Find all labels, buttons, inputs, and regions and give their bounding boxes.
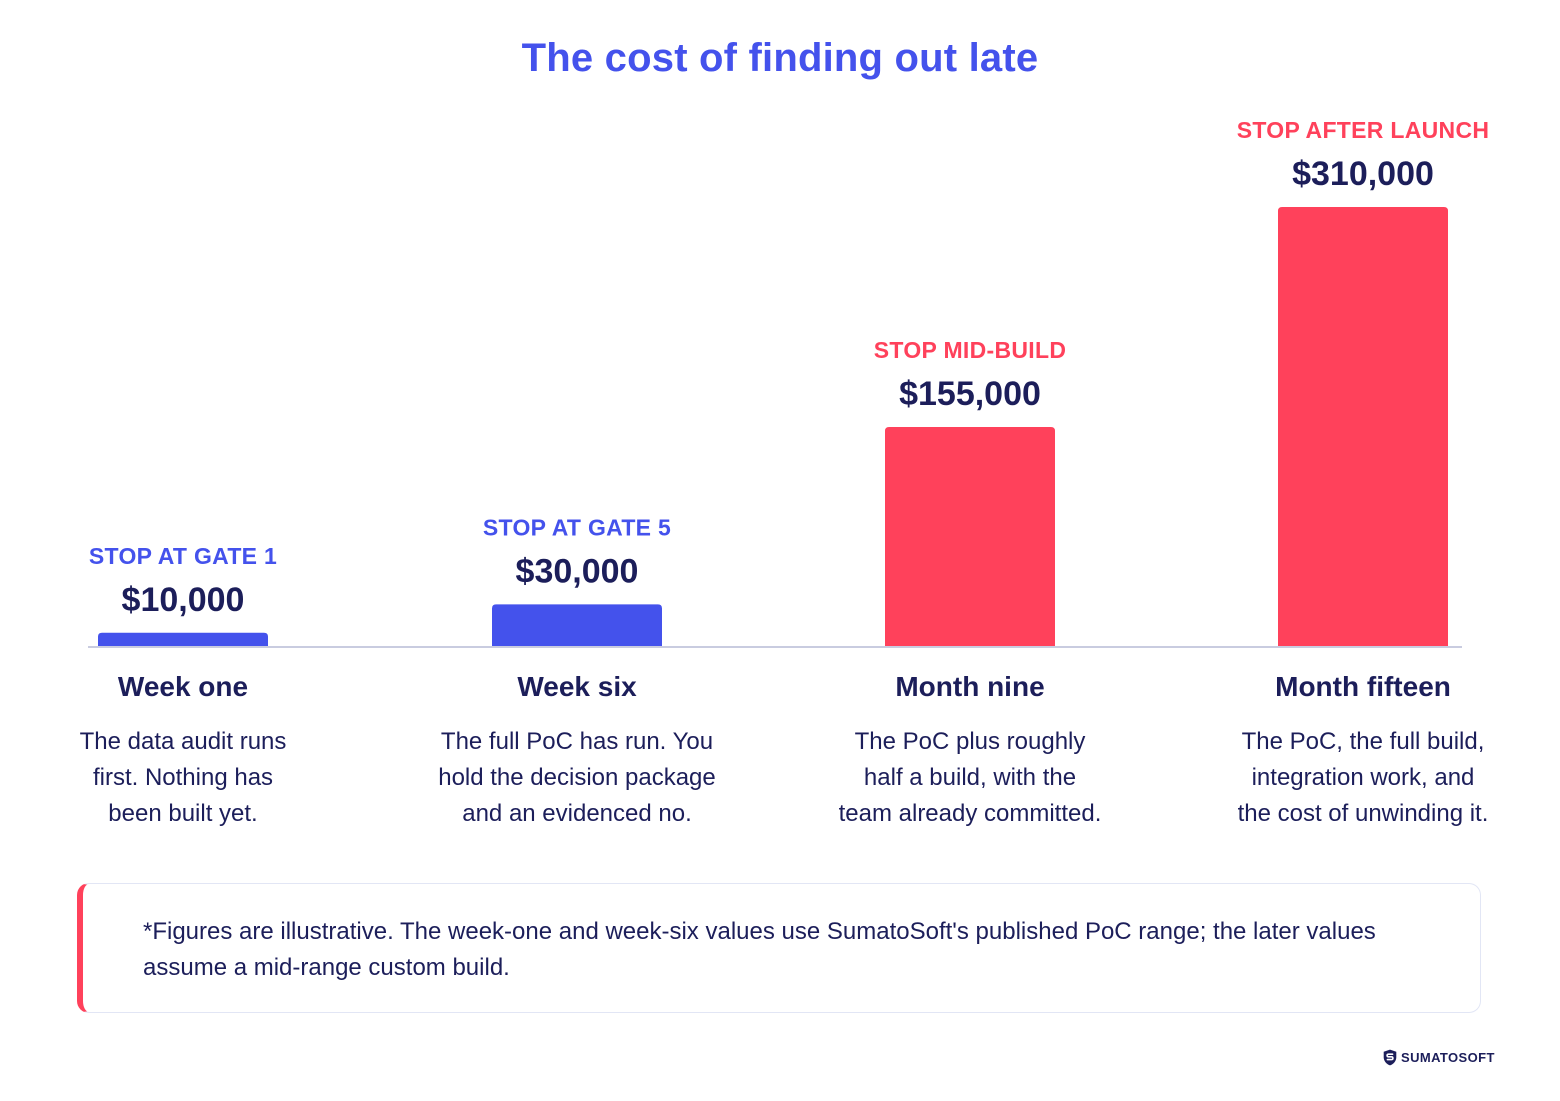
value-label-3: $155,000 <box>899 375 1041 413</box>
labels-layer: $10,000 STOP AT GATE 1 Week one The data au… <box>80 117 1490 827</box>
description-line: The PoC plus roughly <box>855 728 1086 755</box>
brand-logo: SUMATOSOFT <box>1383 1047 1495 1067</box>
value-label-1: $10,000 <box>122 581 245 619</box>
chart-title: The cost of finding out late <box>521 36 1039 80</box>
value-label-4: $310,000 <box>1292 155 1434 193</box>
description-line: integration work, and <box>1252 764 1475 791</box>
category-description-2: The full PoC has run. You hold the decisi… <box>438 728 716 827</box>
bar-2 <box>492 604 662 647</box>
description-line: the cost of unwinding it. <box>1238 800 1489 827</box>
description-line: and an evidenced no. <box>462 800 692 827</box>
shield-s-icon <box>1383 1049 1397 1065</box>
category-label-3: Month nine <box>895 671 1044 702</box>
category-description-1: The data audit runs first. Nothing has bee… <box>80 728 287 827</box>
stage-label-4: STOP AFTER LAUNCH <box>1237 117 1490 143</box>
category-label-2: Week six <box>517 671 637 702</box>
bar-1 <box>98 632 268 647</box>
stage-label-3: STOP MID-BUILD <box>874 337 1066 363</box>
footnote-box: *Figures are illustrative. The week-one … <box>77 883 1481 1013</box>
category-description-4: The PoC, the full build, integration work… <box>1238 728 1489 827</box>
bar-4 <box>1278 207 1448 647</box>
brand-logo-text: SUMATOSOFT <box>1401 1049 1495 1065</box>
category-label-1: Week one <box>118 671 248 702</box>
category-label-4: Month fifteen <box>1275 671 1451 702</box>
stage-label-2: STOP AT GATE 5 <box>483 514 671 540</box>
bar-3 <box>885 427 1055 647</box>
stage-label-1: STOP AT GATE 1 <box>89 543 277 569</box>
description-line: The PoC, the full build, <box>1242 728 1485 755</box>
description-line: The full PoC has run. You <box>441 728 713 755</box>
bars-layer <box>98 207 1448 647</box>
description-line: been built yet. <box>108 800 257 827</box>
description-line: hold the decision package <box>438 764 716 791</box>
footnote-text: *Figures are illustrative. The week-one … <box>143 918 1376 981</box>
description-line: half a build, with the <box>864 764 1076 791</box>
value-label-2: $30,000 <box>516 552 639 590</box>
category-description-3: The PoC plus roughly half a build, with t… <box>839 728 1102 827</box>
description-line: first. Nothing has <box>93 764 273 791</box>
bar-chart: $10,000 STOP AT GATE 1 Week one The data au… <box>80 117 1490 827</box>
description-line: The data audit runs <box>80 728 287 755</box>
description-line: team already committed. <box>839 800 1102 827</box>
